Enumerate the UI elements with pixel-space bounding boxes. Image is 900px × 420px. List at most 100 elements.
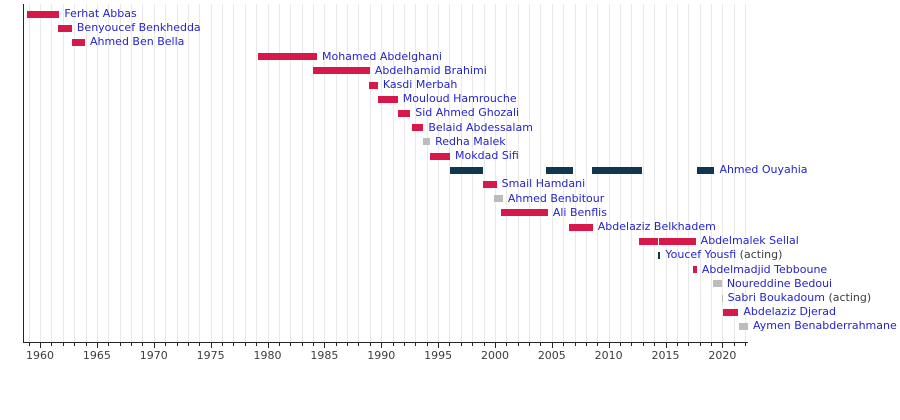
minor-tick [585, 343, 587, 346]
year-gridline [642, 4, 644, 342]
year-gridline [403, 4, 405, 342]
minister-label: Youcef Yousfi (acting) [665, 248, 782, 262]
year-gridline [165, 4, 167, 342]
minister-name: Ferhat Abbas [64, 7, 137, 20]
term-bar-none [713, 280, 722, 288]
minor-tick [222, 343, 224, 346]
minister-label: Mouloud Hamrouche [403, 92, 517, 106]
year-gridline [585, 4, 587, 342]
minor-tick [745, 343, 747, 346]
minister-name: Noureddine Bedoui [726, 276, 833, 290]
year-gridline [119, 4, 121, 342]
plot-area: 1960 1965 1970 1975 1980 1985 1990 1995 2000 2005… [23, 4, 897, 362]
term-bar-fln [638, 237, 658, 245]
term-bar-fln [368, 81, 378, 89]
x-tick-label: 1995 [424, 349, 453, 362]
minor-tick [28, 343, 30, 346]
y-axis-spine [23, 4, 24, 342]
minor-tick [199, 343, 201, 346]
x-tick-label: 1965 [82, 349, 111, 362]
year-gridline [688, 4, 690, 342]
year-gridline [187, 4, 189, 342]
minor-tick [244, 343, 246, 346]
term-bar-fln [658, 237, 696, 245]
x-tick-label: 2010 [594, 349, 623, 362]
year-gridline [381, 4, 383, 342]
year-gridline [540, 4, 542, 342]
minister-name: Benyoucef Benkhedda [76, 21, 201, 35]
minor-tick [597, 343, 599, 346]
year-gridline [415, 4, 417, 342]
x-axis-spine [23, 342, 748, 343]
minister-label: Ahmed Ouyahia [719, 163, 807, 177]
year-gridline [313, 4, 314, 342]
term-bar-none [739, 322, 748, 330]
minor-tick [403, 343, 405, 346]
minister-name: Abdelaziz Belkhadem [597, 220, 716, 233]
minister-label: Abdelhamid Brahimi [375, 64, 487, 78]
minister-name: Smail Hamdani [501, 177, 586, 191]
major-tick [381, 343, 383, 348]
term-bar-fln [72, 38, 85, 46]
minor-tick [733, 343, 735, 346]
minor-tick [51, 343, 53, 346]
minister-label: Noureddine Bedoui [727, 277, 832, 291]
year-gridline [392, 4, 394, 342]
year-gridline [745, 4, 747, 342]
year-gridline [426, 4, 428, 342]
minister-name: Ahmed Benbitour [507, 191, 605, 205]
x-tick-label: 1975 [196, 349, 225, 362]
minor-tick [642, 343, 644, 346]
minister-label: Sabri Boukadoum (acting) [728, 291, 872, 305]
year-gridline [176, 4, 178, 342]
minor-tick [187, 343, 189, 346]
minister-label: Aymen Benabderrahmane [753, 319, 897, 333]
year-gridline [51, 4, 53, 342]
major-tick [267, 343, 269, 348]
year-gridline [733, 4, 735, 342]
minister-name: Ahmed Ouyahia [719, 163, 808, 177]
year-gridline [74, 4, 76, 342]
x-tick-label: 1985 [310, 349, 339, 362]
minister-label: Benyoucef Benkhedda [77, 21, 201, 35]
year-gridline [85, 4, 87, 342]
minor-tick [483, 343, 485, 346]
minor-tick [631, 343, 633, 346]
term-bar-fln [313, 67, 370, 75]
year-gridline [654, 4, 656, 342]
year-gridline [28, 4, 30, 342]
minor-tick [711, 343, 713, 346]
year-gridline [494, 4, 496, 342]
minister-label: Abdelmadjid Tebboune [702, 263, 827, 277]
minister-label: Kasdi Merbah [383, 78, 458, 92]
x-tick-label: 2005 [537, 349, 566, 362]
term-bar-none [722, 294, 723, 302]
year-gridline [358, 4, 360, 342]
minor-tick [620, 343, 622, 346]
minor-tick [392, 343, 394, 346]
major-tick [210, 343, 212, 348]
minister-name: Ali Benflis [552, 205, 607, 219]
minor-tick [290, 343, 292, 346]
term-bar-fln [258, 53, 317, 61]
major-tick [438, 343, 440, 348]
minister-label: Sid Ahmed Ghozali [415, 106, 519, 120]
minister-name: Kasdi Merbah [382, 78, 458, 91]
year-gridline [347, 4, 349, 342]
minister-name: Mohamed Abdelghani [321, 49, 442, 63]
x-tick-label: 1980 [253, 349, 282, 362]
major-tick [608, 343, 610, 348]
major-tick [665, 343, 667, 348]
minister-name: Aymen Benabderrahmane [753, 319, 897, 333]
minor-tick [347, 343, 349, 346]
year-gridline [108, 4, 110, 342]
year-gridline [153, 4, 155, 342]
year-gridline [222, 4, 224, 342]
year-gridline [278, 4, 280, 342]
major-tick [722, 343, 724, 348]
minister-label: Abdelaziz Djerad [743, 305, 836, 319]
x-tick-label: 1960 [26, 349, 55, 362]
year-gridline [722, 4, 724, 342]
year-gridline [62, 4, 64, 342]
minor-tick [119, 343, 121, 346]
